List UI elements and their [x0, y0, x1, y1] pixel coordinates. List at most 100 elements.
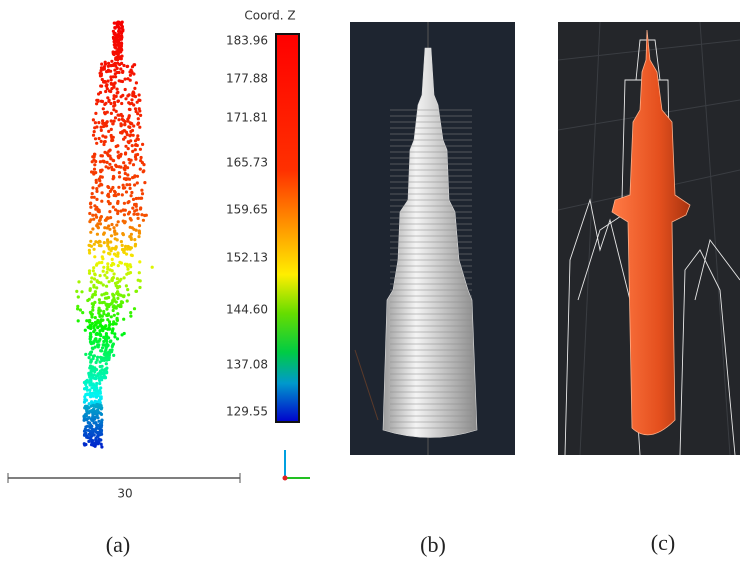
point: [122, 294, 125, 297]
point: [108, 280, 111, 283]
point: [117, 114, 120, 117]
point: [82, 415, 85, 418]
point: [118, 165, 121, 168]
point: [119, 50, 122, 53]
point: [110, 234, 113, 237]
point: [132, 213, 135, 216]
point: [108, 247, 111, 250]
point: [113, 229, 116, 232]
point: [91, 383, 94, 386]
point: [115, 224, 118, 227]
point: [140, 213, 143, 216]
point: [108, 320, 111, 323]
point: [95, 264, 98, 267]
point: [118, 171, 121, 174]
point: [115, 285, 118, 288]
point: [122, 138, 125, 141]
point: [116, 337, 119, 340]
point: [90, 315, 93, 318]
point: [122, 208, 125, 211]
render-b: [350, 22, 515, 455]
colorbar-tick-label: 183.96: [226, 34, 268, 48]
point: [110, 78, 113, 81]
point: [100, 404, 103, 407]
point: [110, 82, 113, 85]
point: [99, 154, 102, 157]
point: [84, 353, 87, 356]
point: [105, 305, 108, 308]
point: [118, 63, 121, 66]
point: [136, 134, 139, 137]
point: [134, 139, 137, 142]
point: [104, 297, 107, 300]
point: [116, 238, 119, 241]
point: [100, 261, 103, 264]
point: [140, 197, 143, 200]
point: [129, 133, 132, 136]
point: [102, 107, 105, 110]
point: [108, 328, 111, 331]
point: [107, 296, 110, 299]
point: [95, 102, 98, 105]
point: [90, 418, 93, 421]
point: [105, 334, 108, 337]
point: [98, 315, 101, 318]
point: [112, 354, 115, 357]
point: [117, 220, 120, 223]
point: [103, 274, 106, 277]
point: [106, 185, 109, 188]
point: [122, 184, 125, 187]
point: [99, 349, 102, 352]
point: [91, 309, 94, 312]
point: [115, 145, 118, 148]
point: [110, 60, 113, 63]
point: [99, 160, 102, 163]
point: [127, 212, 130, 215]
point: [88, 402, 91, 405]
point: [117, 151, 120, 154]
point: [93, 196, 96, 199]
colorbar-ticks: 183.96177.88171.81165.73159.65152.13144.…: [226, 34, 268, 419]
point: [95, 427, 98, 430]
point: [91, 214, 94, 217]
point: [130, 233, 133, 236]
point: [100, 429, 103, 432]
point: [93, 404, 96, 407]
point: [97, 121, 100, 124]
point: [99, 175, 102, 178]
point: [108, 163, 111, 166]
point: [138, 126, 141, 129]
point: [100, 66, 103, 69]
point: [124, 78, 127, 81]
point: [141, 192, 144, 195]
point: [111, 186, 114, 189]
point: [91, 192, 94, 195]
point: [100, 126, 103, 129]
point: [112, 84, 115, 87]
point: [86, 392, 89, 395]
point: [132, 198, 135, 201]
point: [102, 80, 105, 83]
point: [98, 382, 101, 385]
point: [102, 283, 105, 286]
point: [121, 25, 124, 28]
point: [95, 187, 98, 190]
point: [110, 348, 113, 351]
point: [88, 380, 91, 383]
point: [113, 101, 116, 104]
point: [92, 330, 95, 333]
figure: Coord. Z 183.96177.88171.81165.73159.651…: [0, 0, 740, 565]
point: [91, 431, 94, 434]
point: [105, 292, 108, 295]
point: [112, 159, 115, 162]
point: [83, 419, 86, 422]
point: [120, 31, 123, 34]
point: [119, 122, 122, 125]
point: [105, 271, 108, 274]
point: [90, 360, 93, 363]
point: [107, 336, 110, 339]
point: [93, 248, 96, 251]
point: [114, 191, 117, 194]
point: [125, 253, 128, 256]
point: [118, 21, 121, 24]
